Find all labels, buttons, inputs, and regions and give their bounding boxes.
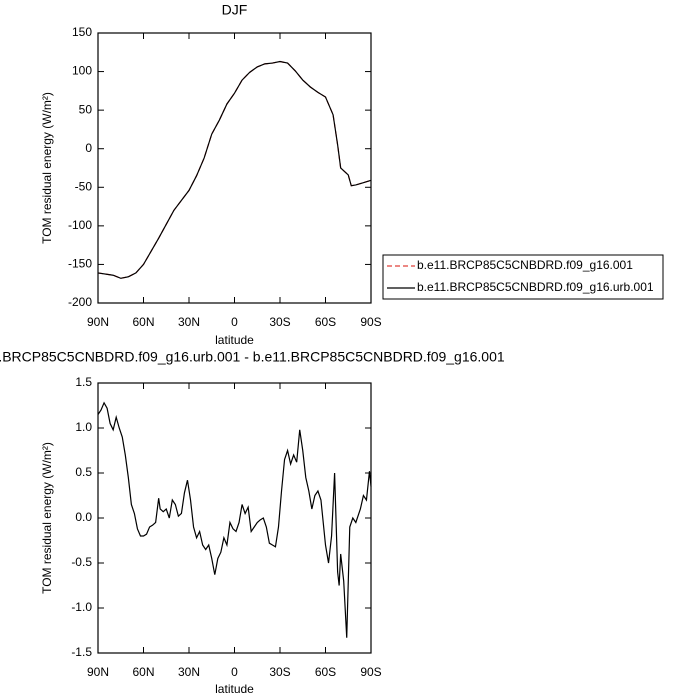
x-tick-label: 30N bbox=[178, 665, 200, 679]
x-tick-label: 90S bbox=[360, 315, 381, 329]
y-tick-label: -1.5 bbox=[71, 645, 92, 659]
x-tick-label: 60S bbox=[315, 315, 336, 329]
y-tick-label: 0 bbox=[85, 141, 92, 155]
y-tick-label: -50 bbox=[75, 179, 93, 193]
x-tick-label: 90S bbox=[360, 665, 381, 679]
y-tick-label: 0.0 bbox=[75, 510, 92, 524]
y-tick-label: -0.5 bbox=[71, 555, 92, 569]
y-axis-label: TOM residual energy (W/m²) bbox=[40, 442, 54, 594]
data-line bbox=[97, 60, 372, 279]
x-tick-label: 60N bbox=[132, 665, 154, 679]
data-line bbox=[97, 401, 372, 638]
x-axis-label: latitude bbox=[215, 682, 254, 696]
y-tick-label: 50 bbox=[79, 102, 93, 116]
y-tick-label: -200 bbox=[68, 295, 92, 309]
x-tick-label: 30S bbox=[269, 315, 290, 329]
x-tick-label: 30N bbox=[178, 315, 200, 329]
x-tick-label: 60S bbox=[315, 665, 336, 679]
y-tick-label: 150 bbox=[72, 25, 92, 39]
x-tick-label: 90N bbox=[87, 315, 109, 329]
x-axis-label: latitude bbox=[215, 333, 254, 347]
x-tick-label: 0 bbox=[231, 665, 238, 679]
x-tick-label: 30S bbox=[269, 665, 290, 679]
y-tick-label: -100 bbox=[68, 218, 92, 232]
y-tick-label: 0.5 bbox=[75, 465, 92, 479]
legend-label: b.e11.BRCP85C5CNBDRD.f09_g16.001 bbox=[417, 258, 633, 272]
x-tick-label: 90N bbox=[87, 665, 109, 679]
y-tick-label: -150 bbox=[68, 257, 92, 271]
y-tick-label: 1.0 bbox=[75, 420, 92, 434]
plot-frame bbox=[97, 32, 372, 304]
legend-label: b.e11.BRCP85C5CNBDRD.f09_g16.urb.001 bbox=[417, 280, 654, 294]
x-tick-label: 0 bbox=[231, 315, 238, 329]
y-tick-label: 100 bbox=[72, 64, 92, 78]
legend-box bbox=[382, 254, 664, 300]
y-tick-label: 1.5 bbox=[75, 375, 92, 389]
y-tick-label: -1.0 bbox=[71, 600, 92, 614]
chart-title: b.e11.BRCP85C5CNBDRD.f09_g16.urb.001 - b… bbox=[0, 349, 505, 365]
plot-frame bbox=[97, 382, 372, 654]
chart-title: DJF bbox=[222, 2, 248, 18]
y-axis-label: TOM residual energy (W/m²) bbox=[40, 92, 54, 244]
x-tick-label: 60N bbox=[132, 315, 154, 329]
